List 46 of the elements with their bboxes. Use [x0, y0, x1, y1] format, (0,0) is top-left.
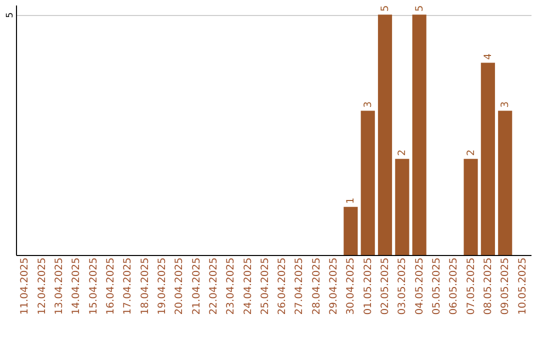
x-tick-label: 04.05.2025 [414, 258, 426, 315]
bar [498, 110, 512, 255]
x-tick-label: 24.04.2025 [242, 258, 254, 315]
data-label: 5 [414, 5, 426, 12]
data-label: 2 [466, 149, 477, 156]
x-tick-label: 21.04.2025 [191, 258, 202, 315]
bar [378, 14, 392, 255]
bar [464, 158, 478, 255]
x-tick-label: 03.05.2025 [397, 258, 408, 315]
x-tick-label: 15.04.2025 [88, 258, 100, 315]
x-tick-label: 22.04.2025 [208, 258, 220, 315]
data-label: 3 [500, 101, 512, 108]
x-tick-label: 08.05.2025 [482, 258, 494, 315]
x-tick-label: 01.05.2025 [362, 258, 374, 315]
x-tick-label: 09.05.2025 [500, 258, 512, 315]
x-tick-label: 06.05.2025 [448, 258, 460, 315]
x-tick-label: 12.04.2025 [36, 258, 48, 315]
data-label: 5 [380, 5, 392, 12]
bar [395, 158, 410, 255]
x-tick-label: 26.04.2025 [277, 258, 288, 315]
x-tick-label: 27.04.2025 [294, 258, 306, 315]
x-tick-label: 02.05.2025 [380, 258, 392, 315]
x-tick-label: 18.04.2025 [140, 258, 151, 315]
x-tick-label: 30.04.2025 [346, 258, 357, 315]
x-tick-label: 10.05.2025 [517, 258, 528, 315]
x-tick-label: 05.05.2025 [431, 258, 442, 315]
bar [360, 110, 375, 255]
x-tick-label: 28.04.2025 [311, 258, 322, 315]
data-label: 3 [362, 101, 374, 108]
data-label: 1 [346, 198, 357, 204]
x-tick-label: 07.05.2025 [466, 258, 477, 315]
data-label: 2 [397, 149, 408, 156]
x-tick-label: 20.04.2025 [174, 258, 186, 315]
x-tick-label: 29.04.2025 [328, 258, 340, 315]
x-tick-label: 25.04.2025 [260, 258, 271, 315]
bar [412, 14, 426, 255]
bar [344, 206, 358, 255]
x-tick-label: 16.04.2025 [106, 258, 117, 315]
bar [480, 62, 495, 255]
data-label: 4 [482, 53, 494, 60]
x-tick-label: 13.04.2025 [54, 258, 66, 315]
x-tick-label: 11.04.2025 [20, 258, 31, 315]
x-tick-label: 19.04.2025 [156, 258, 168, 315]
x-tick-label: 23.04.2025 [226, 258, 237, 315]
x-tick-label: 14.04.2025 [71, 258, 82, 315]
x-tick-label: 17.04.2025 [122, 258, 134, 315]
